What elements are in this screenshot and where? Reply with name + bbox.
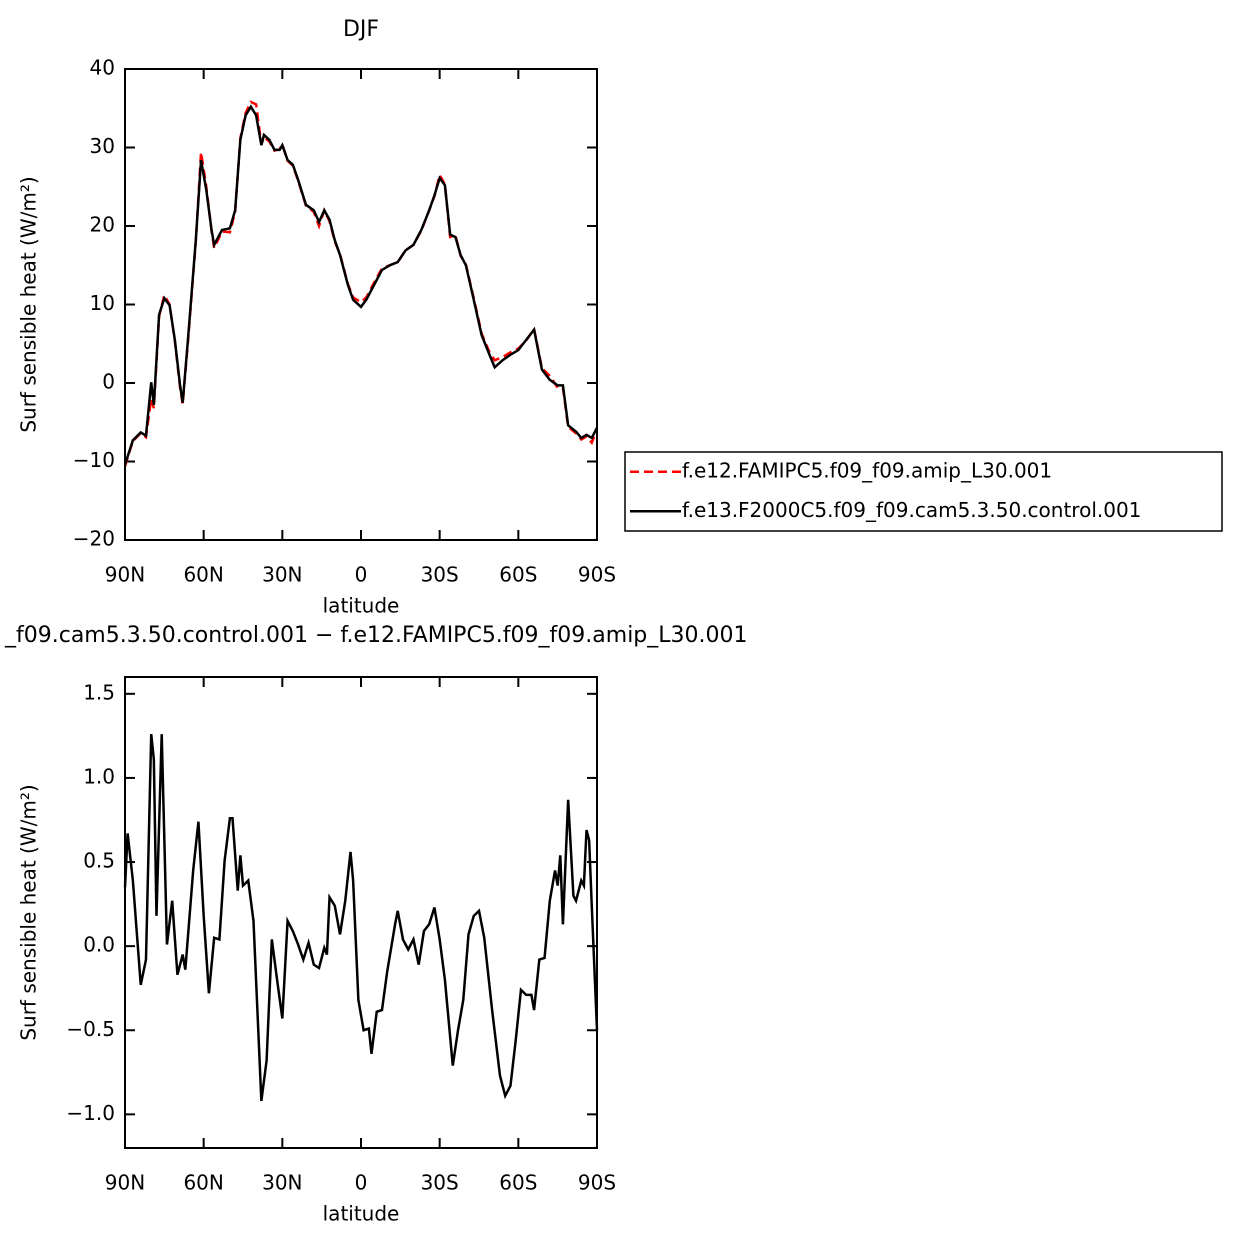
plot-frame — [124, 68, 598, 541]
x-tick-label: 60N — [183, 563, 223, 587]
data-line — [123, 104, 599, 466]
x-axis-label: latitude — [323, 594, 400, 618]
legend-box — [624, 451, 1223, 532]
y-tick-label: 1.5 — [83, 680, 115, 704]
y-tick-label: 30 — [90, 134, 115, 158]
legend-label: f.e13.F2000C5.f09_f09.cam5.3.50.control.… — [682, 498, 1141, 522]
chart-title: _f09.cam5.3.50.control.001 − f.e12.FAMIP… — [4, 623, 748, 648]
data-line — [123, 100, 599, 467]
y-tick-label: −0.5 — [66, 1017, 115, 1041]
y-axis-label: Surf sensible heat (W/m²) — [17, 176, 41, 432]
x-tick-label: 30S — [421, 563, 459, 587]
x-tick-label: 0 — [355, 563, 368, 587]
y-tick-label: 20 — [90, 213, 115, 237]
x-tick-label: 30N — [262, 563, 302, 587]
x-tick-label: 60S — [499, 563, 537, 587]
x-tick-label: 0 — [355, 1171, 368, 1195]
y-tick-label: 0.5 — [83, 849, 115, 873]
y-tick-label: −1.0 — [66, 1101, 115, 1125]
x-tick-label: 90S — [578, 563, 616, 587]
legend: f.e12.FAMIPC5.f09_f09.amip_L30.001 f.e13.… — [624, 451, 1223, 532]
x-tick-label: 90N — [105, 563, 145, 587]
legend-label: f.e12.FAMIPC5.f09_f09.amip_L30.001 — [682, 458, 1052, 482]
y-axis-label: Surf sensible heat (W/m²) — [17, 784, 41, 1040]
y-tick-label: −20 — [73, 527, 115, 551]
x-axis-label: latitude — [323, 1202, 400, 1226]
y-tick-label: 0 — [102, 370, 115, 394]
plot-frame — [124, 676, 598, 1149]
data-line — [123, 734, 599, 1102]
y-tick-label: 1.0 — [83, 764, 115, 788]
y-tick-label: 10 — [90, 291, 115, 315]
y-tick-label: 40 — [90, 56, 115, 80]
x-tick-label: 60S — [499, 1171, 537, 1195]
x-tick-label: 30N — [262, 1171, 302, 1195]
x-tick-label: 90N — [105, 1171, 145, 1195]
x-tick-label: 60N — [183, 1171, 223, 1195]
y-tick-label: −10 — [73, 448, 115, 472]
y-tick-label: 0.0 — [83, 933, 115, 957]
chart-title: DJF — [343, 17, 379, 42]
x-tick-label: 30S — [421, 1171, 459, 1195]
x-tick-label: 90S — [578, 1171, 616, 1195]
